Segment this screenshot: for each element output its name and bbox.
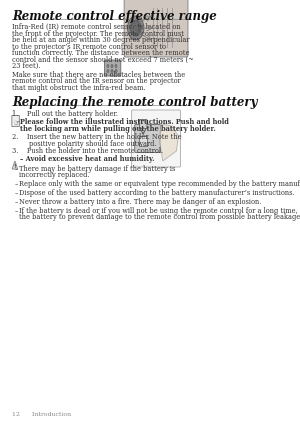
Text: There may be battery damage if the battery is: There may be battery damage if the batte…	[19, 165, 176, 173]
Circle shape	[107, 70, 109, 73]
Text: positive polarity should face outward.: positive polarity should face outward.	[12, 139, 157, 147]
Text: 2.    Insert the new battery in the holder. Note the: 2. Insert the new battery in the holder.…	[12, 133, 182, 141]
Circle shape	[111, 65, 113, 68]
Text: Infra-Red (IR) remote control sensor is located on: Infra-Red (IR) remote control sensor is …	[12, 23, 181, 31]
Text: to the projector’s IR remote control sensor to: to the projector’s IR remote control sen…	[12, 42, 166, 51]
Circle shape	[128, 16, 144, 40]
Circle shape	[130, 20, 141, 36]
FancyBboxPatch shape	[12, 116, 19, 127]
Text: control and the sensor should not exceed 7 meters (~: control and the sensor should not exceed…	[12, 56, 194, 63]
Circle shape	[107, 65, 109, 68]
Text: remote control and the IR sensor on the projector: remote control and the IR sensor on the …	[12, 77, 181, 85]
Text: 23 feet).: 23 feet).	[12, 62, 41, 70]
Polygon shape	[159, 124, 178, 161]
FancyBboxPatch shape	[140, 119, 147, 128]
Text: Replacing the remote control battery: Replacing the remote control battery	[12, 96, 258, 109]
Text: Please follow the illustrated instructions. Push and hold: Please follow the illustrated instructio…	[20, 118, 229, 126]
Text: If the battery is dead or if you will not be using the remote control for a long: If the battery is dead or if you will no…	[19, 207, 300, 215]
Text: –: –	[15, 189, 18, 197]
Text: that might obstruct the infra-red beam.: that might obstruct the infra-red beam.	[12, 83, 146, 91]
Text: Make sure that there are no obstacles between the: Make sure that there are no obstacles be…	[12, 71, 185, 79]
Text: ☞: ☞	[13, 120, 19, 126]
Text: 3.    Push the holder into the remote control.: 3. Push the holder into the remote contr…	[12, 147, 163, 155]
Text: the battery to prevent damage to the remote control from possible battery leakag: the battery to prevent damage to the rem…	[19, 213, 300, 221]
FancyBboxPatch shape	[135, 125, 161, 153]
Circle shape	[115, 65, 117, 68]
Text: the front of the projector. The remote control must: the front of the projector. The remote c…	[12, 29, 184, 37]
Circle shape	[111, 70, 113, 73]
Polygon shape	[12, 161, 18, 169]
FancyBboxPatch shape	[139, 136, 147, 146]
FancyBboxPatch shape	[124, 0, 188, 57]
Text: !: !	[13, 164, 16, 169]
Text: Dispose of the used battery according to the battery manufacturer’s instructions: Dispose of the used battery according to…	[19, 189, 295, 197]
Text: –: –	[15, 207, 18, 215]
Text: Never throw a battery into a fire. There may be danger of an explosion.: Never throw a battery into a fire. There…	[19, 198, 261, 206]
Text: – Avoid excessive heat and humidity.: – Avoid excessive heat and humidity.	[20, 155, 155, 163]
Circle shape	[115, 70, 117, 73]
Text: –: –	[15, 198, 18, 206]
Text: Replace only with the same or equivalent type recommended by the battery manufac: Replace only with the same or equivalent…	[19, 180, 300, 188]
Text: –: –	[15, 180, 18, 188]
Text: the locking arm while pulling out the battery holder.: the locking arm while pulling out the ba…	[20, 125, 216, 133]
Text: incorrectly replaced.: incorrectly replaced.	[19, 171, 89, 179]
Text: function correctly. The distance between the remote: function correctly. The distance between…	[12, 49, 190, 57]
Text: 12      Introduction: 12 Introduction	[12, 412, 71, 417]
FancyBboxPatch shape	[132, 110, 181, 167]
Text: be held at an angle within 30 degrees perpendicular: be held at an angle within 30 degrees pe…	[12, 36, 190, 44]
FancyBboxPatch shape	[104, 60, 121, 76]
Text: 1.    Pull out the battery holder.: 1. Pull out the battery holder.	[12, 110, 118, 118]
Text: Remote control effective range: Remote control effective range	[12, 10, 217, 23]
Text: –: –	[15, 165, 18, 173]
